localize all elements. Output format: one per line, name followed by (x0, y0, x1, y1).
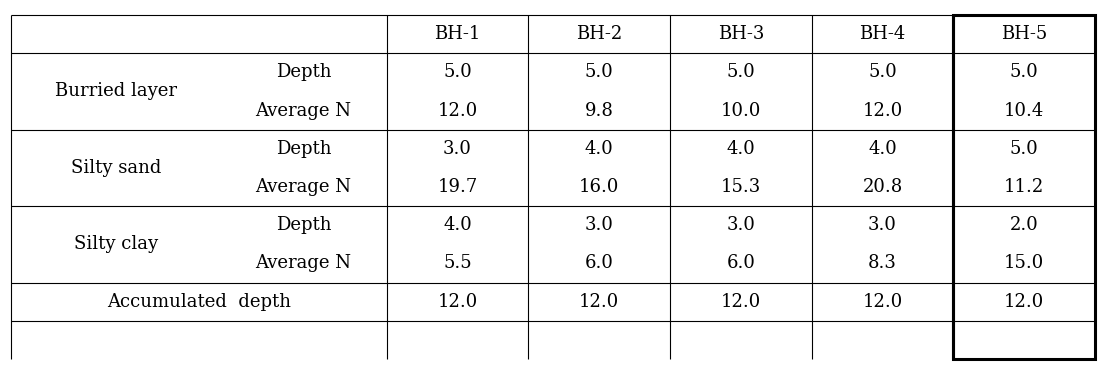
Text: 12.0: 12.0 (863, 293, 902, 311)
Text: 16.0: 16.0 (580, 178, 619, 196)
Text: 5.0: 5.0 (585, 63, 614, 81)
Text: 12.0: 12.0 (437, 101, 478, 120)
Text: Depth: Depth (275, 216, 332, 234)
Text: Silty sand: Silty sand (71, 159, 161, 177)
Text: 12.0: 12.0 (437, 293, 478, 311)
Text: 12.0: 12.0 (1004, 293, 1044, 311)
Text: 3.0: 3.0 (727, 216, 755, 234)
Text: BH-3: BH-3 (718, 25, 764, 43)
Text: Burried layer: Burried layer (55, 82, 177, 101)
Text: 10.0: 10.0 (721, 101, 761, 120)
Text: 12.0: 12.0 (580, 293, 619, 311)
Text: 5.0: 5.0 (1010, 63, 1039, 81)
Text: 12.0: 12.0 (863, 101, 902, 120)
Text: 11.2: 11.2 (1004, 178, 1044, 196)
Text: 3.0: 3.0 (585, 216, 614, 234)
Text: Average N: Average N (255, 101, 352, 120)
Bar (953, 15, 1095, 359)
Text: 5.0: 5.0 (868, 63, 897, 81)
Text: Depth: Depth (275, 140, 332, 158)
Text: 15.0: 15.0 (1004, 254, 1044, 273)
Text: 10.4: 10.4 (1004, 101, 1044, 120)
Text: BH-4: BH-4 (859, 25, 906, 43)
Text: BH-1: BH-1 (435, 25, 481, 43)
Text: 5.5: 5.5 (444, 254, 472, 273)
Text: 4.0: 4.0 (444, 216, 472, 234)
Text: 3.0: 3.0 (444, 140, 472, 158)
Text: Silty clay: Silty clay (74, 235, 158, 253)
Text: 4.0: 4.0 (585, 140, 614, 158)
Text: 8.3: 8.3 (868, 254, 897, 273)
Text: BH-2: BH-2 (576, 25, 623, 43)
Text: 2.0: 2.0 (1010, 216, 1039, 234)
Text: 19.7: 19.7 (437, 178, 478, 196)
Text: 5.0: 5.0 (1010, 140, 1039, 158)
Text: BH-5: BH-5 (1001, 25, 1047, 43)
Text: Depth: Depth (275, 63, 332, 81)
Text: 6.0: 6.0 (585, 254, 614, 273)
Text: 12.0: 12.0 (721, 293, 761, 311)
Text: 20.8: 20.8 (863, 178, 902, 196)
Text: 6.0: 6.0 (727, 254, 755, 273)
Text: Average N: Average N (255, 178, 352, 196)
Text: 4.0: 4.0 (868, 140, 897, 158)
Text: 4.0: 4.0 (727, 140, 755, 158)
Text: 9.8: 9.8 (585, 101, 614, 120)
Text: 5.0: 5.0 (444, 63, 472, 81)
Text: 3.0: 3.0 (868, 216, 897, 234)
Text: 15.3: 15.3 (721, 178, 761, 196)
Text: Average N: Average N (255, 254, 352, 273)
Text: Accumulated  depth: Accumulated depth (107, 293, 291, 311)
Text: 5.0: 5.0 (727, 63, 755, 81)
